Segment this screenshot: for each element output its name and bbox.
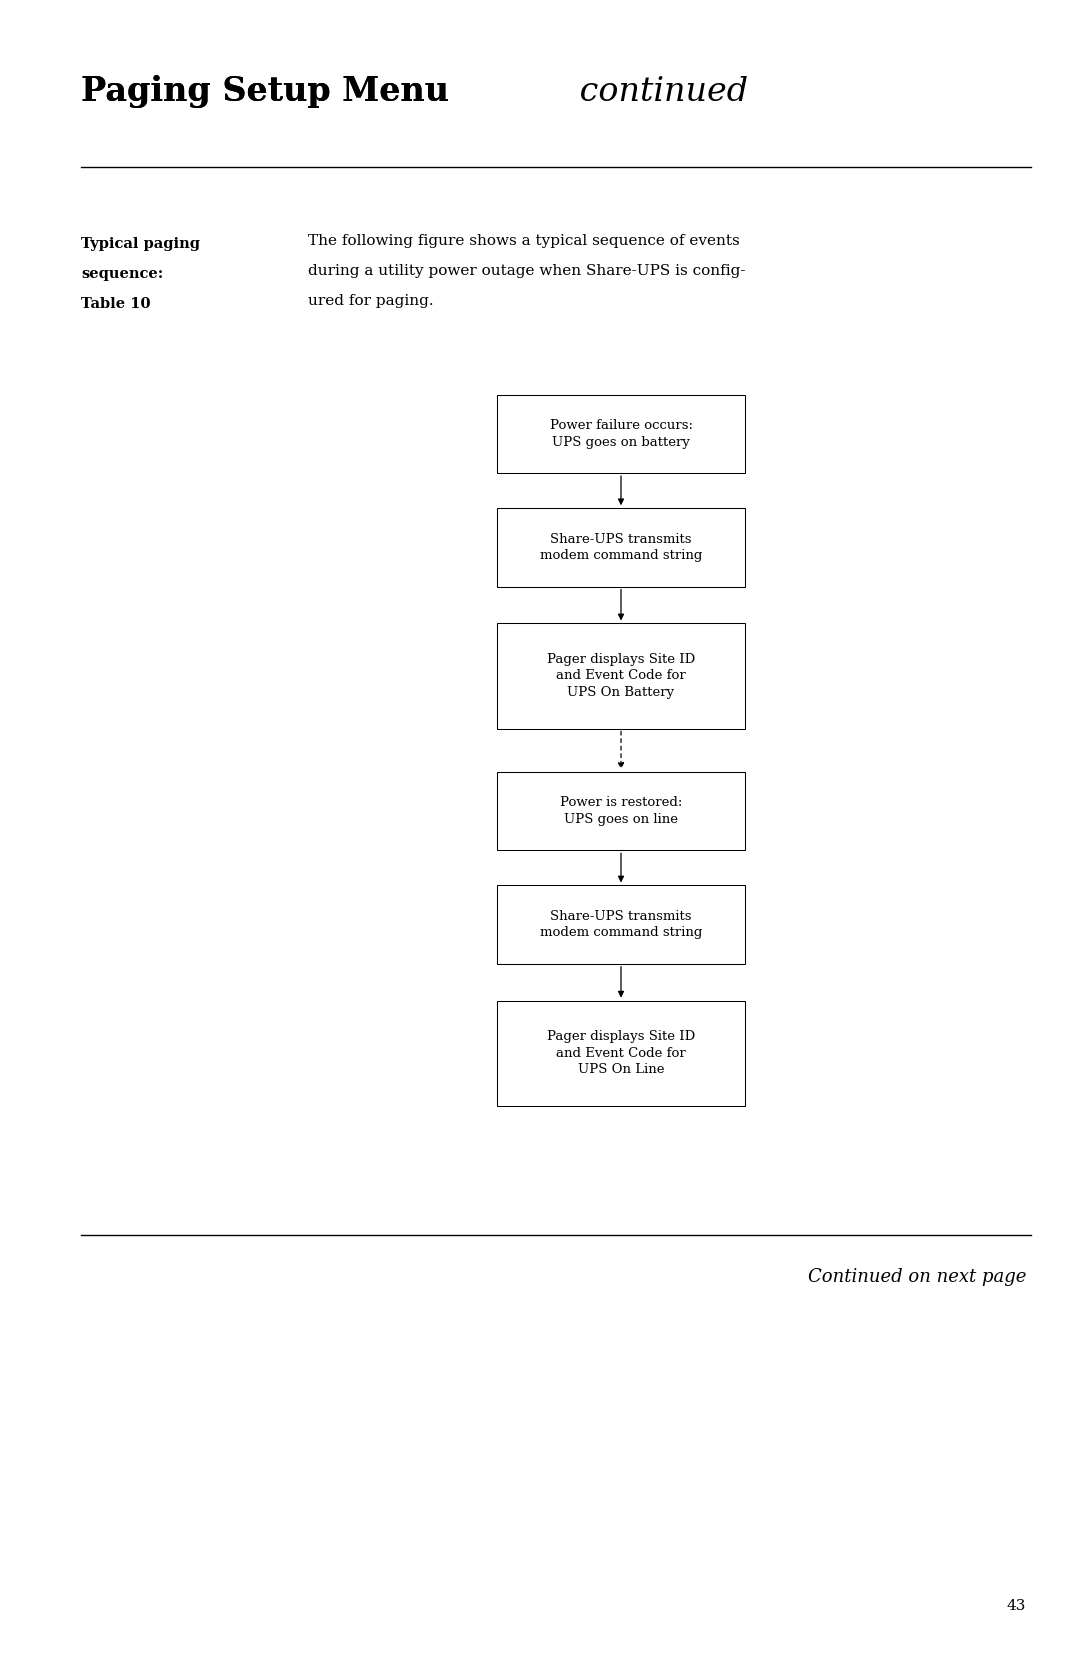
Text: Continued on next page: Continued on next page (808, 1268, 1026, 1287)
Text: The following figure shows a typical sequence of events: The following figure shows a typical seq… (308, 234, 740, 247)
Text: continued: continued (569, 77, 748, 108)
Text: sequence:: sequence: (81, 267, 163, 280)
FancyBboxPatch shape (497, 623, 745, 728)
Text: Share-UPS transmits
modem command string: Share-UPS transmits modem command string (540, 910, 702, 940)
Text: Pager displays Site ID
and Event Code for
UPS On Battery: Pager displays Site ID and Event Code fo… (546, 653, 696, 699)
Text: 43: 43 (1007, 1599, 1026, 1612)
Text: Power failure occurs:
UPS goes on battery: Power failure occurs: UPS goes on batter… (550, 419, 692, 449)
FancyBboxPatch shape (497, 507, 745, 586)
Text: during a utility power outage when Share-UPS is config-: during a utility power outage when Share… (308, 264, 745, 277)
FancyBboxPatch shape (497, 771, 745, 851)
Text: Power is restored:
UPS goes on line: Power is restored: UPS goes on line (559, 796, 683, 826)
Text: ured for paging.: ured for paging. (308, 294, 433, 307)
FancyBboxPatch shape (497, 886, 745, 965)
Text: Typical paging: Typical paging (81, 237, 200, 250)
FancyBboxPatch shape (497, 394, 745, 474)
Text: Table 10: Table 10 (81, 297, 150, 310)
Text: Paging Setup Menu: Paging Setup Menu (81, 75, 449, 108)
Text: Pager displays Site ID
and Event Code for
UPS On Line: Pager displays Site ID and Event Code fo… (546, 1030, 696, 1077)
FancyBboxPatch shape (497, 1000, 745, 1105)
Text: Paging Setup Menu: Paging Setup Menu (81, 75, 449, 108)
Text: Share-UPS transmits
modem command string: Share-UPS transmits modem command string (540, 532, 702, 562)
